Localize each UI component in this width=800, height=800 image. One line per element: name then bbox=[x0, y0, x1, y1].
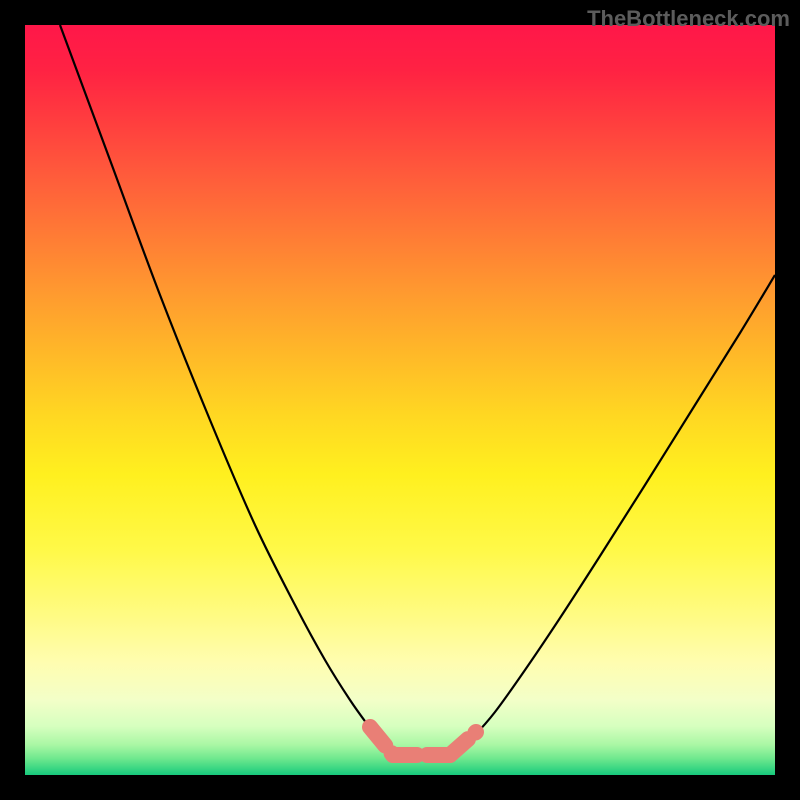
watermark-text: TheBottleneck.com bbox=[587, 6, 790, 32]
outer-frame: TheBottleneck.com bbox=[0, 0, 800, 800]
plot-area bbox=[25, 25, 775, 775]
gradient-background bbox=[25, 25, 775, 775]
